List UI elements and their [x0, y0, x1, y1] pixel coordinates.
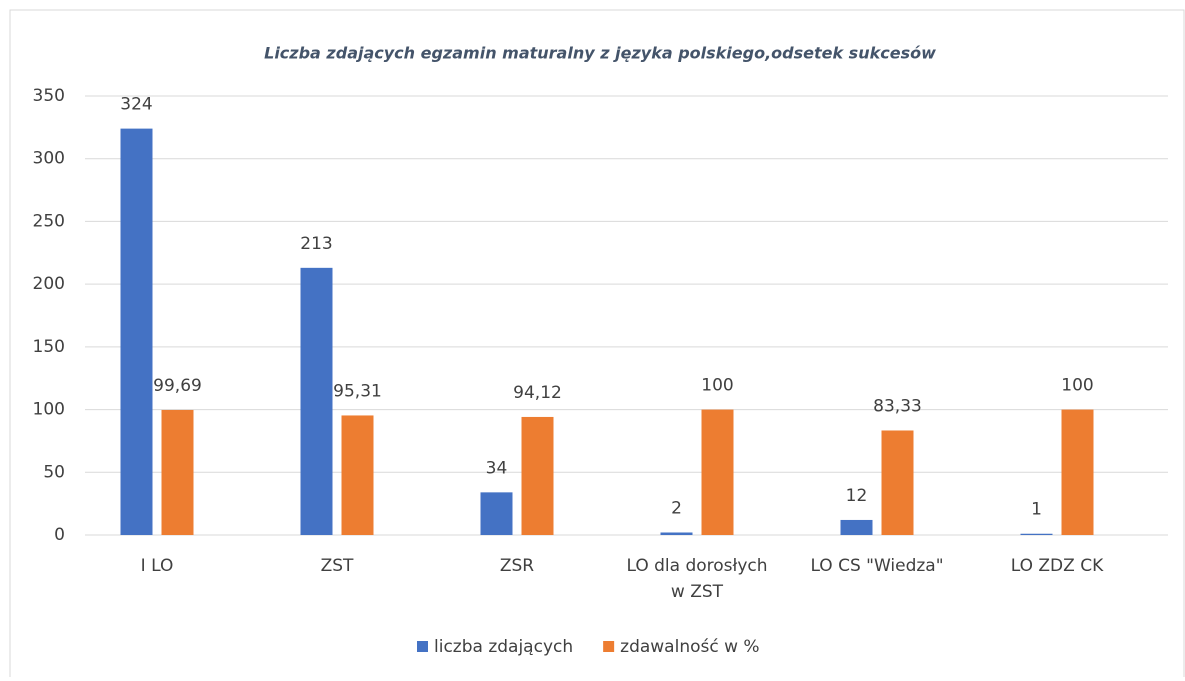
- y-tick-label: 100: [33, 400, 65, 420]
- bar: [341, 415, 374, 535]
- x-tick-label: LO dla dorosłych w ZST: [626, 556, 767, 602]
- data-label: 34: [486, 458, 508, 478]
- bar: [840, 519, 873, 535]
- bar: [1020, 533, 1053, 535]
- bar: [300, 267, 333, 535]
- chart-title: Liczba zdających egzamin maturalny z jęz…: [264, 44, 936, 63]
- x-tick-label: ZST: [321, 556, 354, 576]
- x-tick-label: I LO: [141, 556, 174, 576]
- data-label: 1: [1031, 500, 1042, 520]
- x-tick-label: LO CS "Wiedza": [810, 556, 943, 576]
- bar: [1061, 409, 1094, 535]
- y-tick-label: 300: [33, 149, 65, 169]
- y-tick-label: 0: [54, 525, 65, 545]
- bar: [881, 430, 914, 535]
- x-tick-label: ZSR: [500, 556, 534, 576]
- data-label: 94,12: [513, 383, 562, 403]
- y-tick-label: 150: [33, 337, 65, 357]
- legend-label: zdawalność w %: [620, 637, 759, 657]
- y-tick-label: 250: [33, 211, 65, 231]
- legend-label: liczba zdających: [434, 637, 573, 657]
- y-tick-label: 50: [43, 462, 65, 482]
- legend-swatch: [417, 641, 428, 652]
- y-tick-label: 200: [33, 274, 65, 294]
- chart-border: [9, 9, 1185, 681]
- bar: [161, 409, 194, 535]
- bar: [521, 416, 554, 535]
- data-label: 324: [120, 95, 152, 115]
- data-label: 100: [701, 376, 733, 396]
- y-tick-label: 350: [33, 86, 65, 106]
- data-label: 100: [1061, 376, 1093, 396]
- bar: [660, 532, 693, 535]
- bar: [701, 409, 734, 535]
- bar: [120, 128, 153, 535]
- data-label: 12: [846, 486, 868, 506]
- legend-swatch: [603, 641, 615, 652]
- data-label: 99,69: [153, 376, 202, 396]
- data-label: 95,31: [333, 381, 382, 401]
- data-label: 2: [671, 498, 682, 518]
- data-label: 83,33: [873, 396, 922, 416]
- bar: [480, 492, 513, 535]
- data-label: 213: [300, 234, 332, 254]
- x-tick-label: LO ZDZ CK: [1011, 556, 1104, 576]
